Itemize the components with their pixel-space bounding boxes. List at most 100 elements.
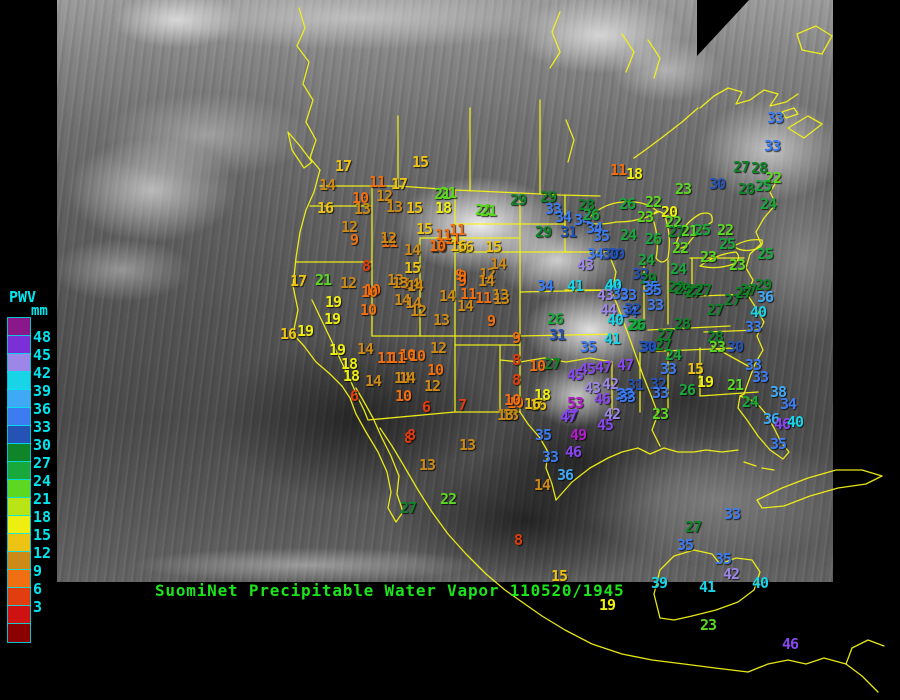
station-value: 35 — [677, 536, 694, 554]
station-value: 22 — [645, 193, 662, 211]
station-value: 8 — [512, 371, 521, 389]
legend-swatch — [7, 497, 31, 517]
station-value: 10 — [430, 238, 447, 256]
station-value: 33 — [542, 448, 559, 466]
station-value: 22 — [440, 490, 457, 508]
station-value: 14 — [399, 369, 416, 387]
station-value: 25 — [755, 177, 772, 195]
station-value: 10 — [529, 357, 546, 375]
station-value: 16 — [524, 395, 541, 413]
station-value: 23 — [700, 248, 717, 266]
station-value: 23 — [700, 616, 717, 634]
station-value: 12 — [430, 339, 447, 357]
station-value: 36 — [557, 466, 574, 484]
station-value: 34 — [574, 211, 591, 229]
station-value: 34 — [555, 208, 572, 226]
station-value: 41 — [699, 578, 716, 596]
station-value: 45 — [567, 366, 584, 384]
station-value: 46 — [774, 415, 791, 433]
station-value: 27 — [735, 284, 752, 302]
legend-value: 6 — [33, 580, 43, 598]
legend-value: 48 — [33, 328, 52, 346]
station-value: 35 — [770, 435, 787, 453]
station-value: 10 — [360, 301, 377, 319]
station-value: 21 — [434, 185, 451, 203]
station-value: 9 — [350, 231, 359, 249]
station-value: 28 — [751, 159, 768, 177]
station-value: 26 — [645, 230, 662, 248]
station-value: 21 — [440, 184, 457, 202]
station-value: 32 — [624, 300, 641, 318]
station-value: 26 — [627, 316, 644, 334]
station-value: 33 — [647, 296, 664, 314]
station-value: 11 — [377, 349, 394, 367]
station-value: 14 — [394, 291, 411, 309]
legend-value: 9 — [33, 562, 43, 580]
station-value: 23 — [675, 180, 692, 198]
station-value: 22 — [672, 239, 689, 257]
station-value: 27 — [707, 301, 724, 319]
station-value: 13 — [459, 436, 476, 454]
legend-value: 3 — [33, 598, 43, 616]
station-value: 39 — [651, 574, 668, 592]
station-value: 11 — [389, 349, 406, 367]
station-value: 11 — [475, 289, 492, 307]
station-value: 43 — [577, 256, 594, 274]
station-value: 13 — [392, 274, 409, 292]
station-value: 14 — [439, 287, 456, 305]
station-value: 35 — [645, 281, 662, 299]
station-value: 13 — [354, 200, 371, 218]
legend-value: 42 — [33, 364, 52, 382]
legend-swatch — [7, 515, 31, 535]
station-value: 33 — [619, 388, 636, 406]
station-value: 6 — [422, 398, 431, 416]
station-value: 34 — [537, 277, 554, 295]
station-value: 17 — [290, 272, 307, 290]
station-value: 23 — [637, 208, 654, 226]
station-value: 29 — [510, 191, 527, 209]
station-value: 12 — [376, 187, 393, 205]
legend-value: 15 — [33, 526, 52, 544]
station-value: 23 — [652, 405, 669, 423]
station-value: 24 — [620, 226, 637, 244]
station-value: 30 — [709, 175, 726, 193]
station-value: 11 — [460, 285, 477, 303]
station-value: 14 — [319, 176, 336, 194]
station-value: 10 — [399, 346, 416, 364]
legend-value: 30 — [33, 436, 52, 454]
station-value: 33 — [545, 200, 562, 218]
station-value: 9 — [458, 272, 467, 290]
station-value: 19 — [325, 293, 342, 311]
station-value: 31 — [627, 376, 644, 394]
station-value: 46 — [565, 443, 582, 461]
station-value: 24 — [742, 393, 759, 411]
station-value: 16 — [280, 325, 297, 343]
station-value: 11 — [444, 230, 461, 248]
station-value: 11 — [610, 161, 627, 179]
station-value: 29 — [755, 276, 772, 294]
station-value: 10 — [409, 347, 426, 365]
station-value: 15 — [412, 153, 429, 171]
station-value: 35 — [715, 550, 732, 568]
station-value: 27 — [400, 499, 417, 517]
satellite-image — [57, 0, 833, 582]
legend-value: 39 — [33, 382, 52, 400]
station-value: 43 — [584, 379, 601, 397]
station-value: 27 — [668, 223, 685, 241]
station-value: 17 — [335, 157, 352, 175]
legend-swatch — [7, 479, 31, 499]
station-value: 12 — [340, 274, 357, 292]
legend-title: PWV — [9, 288, 37, 306]
station-value: 11 — [381, 233, 398, 251]
station-value: 8 — [512, 351, 521, 369]
station-value: 21 — [480, 202, 497, 220]
station-value: 19 — [297, 322, 314, 340]
station-value: 27 — [687, 281, 704, 299]
station-value: 26 — [583, 206, 600, 224]
station-value: 18 — [343, 367, 360, 385]
station-value: 38 — [770, 383, 787, 401]
station-value: 18 — [626, 165, 643, 183]
station-value: 36 — [757, 288, 774, 306]
